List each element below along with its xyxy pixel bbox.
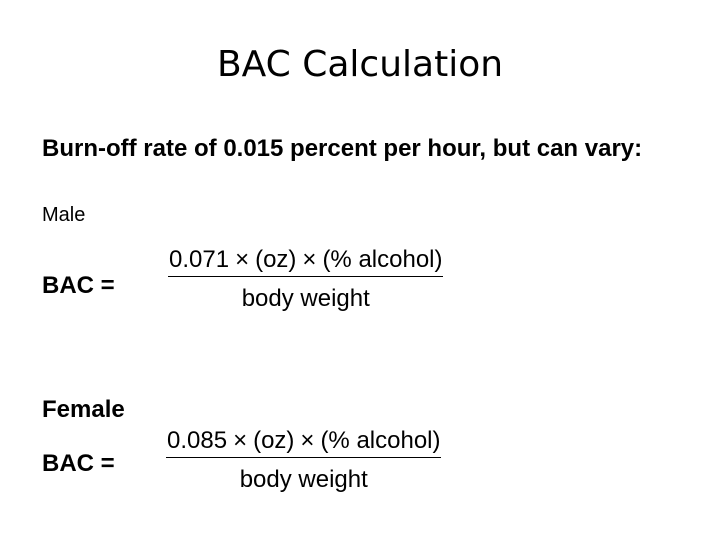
- male-bac-label: BAC =: [42, 272, 115, 299]
- male-alcohol-percent-term: (% alcohol): [322, 246, 443, 273]
- multiply-symbol: ×: [235, 246, 250, 273]
- male-coefficient: 0.071: [169, 246, 230, 273]
- multiply-symbol: ×: [300, 427, 315, 454]
- slide-title: BAC Calculation: [216, 44, 504, 85]
- female-formula-numerator: 0.085 × (oz) × (% alcohol): [166, 427, 442, 458]
- female-ounces-term: (oz): [253, 427, 295, 454]
- multiply-symbol: ×: [302, 246, 317, 273]
- male-bac-formula: 0.071 × (oz) × (% alcohol) body weight: [168, 246, 444, 313]
- male-formula-numerator: 0.071 × (oz) × (% alcohol): [168, 246, 444, 277]
- male-ounces-term: (oz): [255, 246, 297, 273]
- female-coefficient: 0.085: [167, 427, 228, 454]
- female-alcohol-percent-term: (% alcohol): [320, 427, 441, 454]
- burn-off-rate-text: Burn-off rate of 0.015 percent per hour,…: [42, 135, 643, 162]
- female-bac-formula: 0.085 × (oz) × (% alcohol) body weight: [166, 427, 442, 494]
- female-formula-denominator: body weight: [239, 466, 368, 493]
- male-formula-denominator: body weight: [241, 285, 370, 312]
- multiply-symbol: ×: [233, 427, 248, 454]
- female-bac-label: BAC =: [42, 450, 115, 477]
- male-label: Male: [42, 204, 86, 226]
- female-label: Female: [42, 396, 125, 423]
